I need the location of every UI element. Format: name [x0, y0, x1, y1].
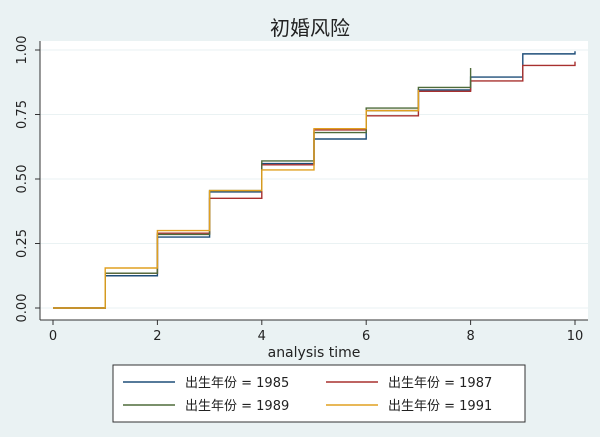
x-tick-label: 2	[153, 329, 161, 344]
x-tick-label: 8	[466, 329, 474, 344]
plot-area	[40, 41, 588, 320]
legend-entry: 出生年份 = 1991	[388, 399, 492, 414]
y-tick-label: 1.00	[15, 36, 30, 65]
legend-entry: 出生年份 = 1987	[388, 376, 492, 391]
y-tick-label: 0.50	[15, 165, 30, 194]
x-tick-label: 10	[567, 329, 584, 344]
x-tick-label: 6	[362, 329, 370, 344]
legend-box	[112, 364, 526, 423]
series-line-3	[53, 89, 420, 309]
chart-title: 初婚风险	[270, 16, 350, 40]
x-axis: 0 2 4 6 8 10	[40, 319, 588, 344]
y-axis: 0.00 0.25 0.50 0.75 1.00	[15, 36, 41, 323]
y-tick-label: 0.25	[15, 229, 30, 258]
x-tick-label: 0	[49, 329, 57, 344]
series-lines	[53, 51, 576, 309]
legend: 出生年份 = 1985 出生年份 = 1987 出生年份 = 1989 出生年份 = …	[112, 364, 526, 423]
x-tick-label: 4	[258, 329, 266, 344]
legend-entry: 出生年份 = 1989	[185, 399, 289, 414]
gridlines	[40, 49, 588, 309]
legend-entry: 出生年份 = 1985	[185, 376, 289, 391]
x-axis-label: analysis time	[268, 345, 361, 361]
y-tick-label: 0.75	[15, 100, 30, 129]
y-tick-label: 0.00	[15, 294, 30, 323]
